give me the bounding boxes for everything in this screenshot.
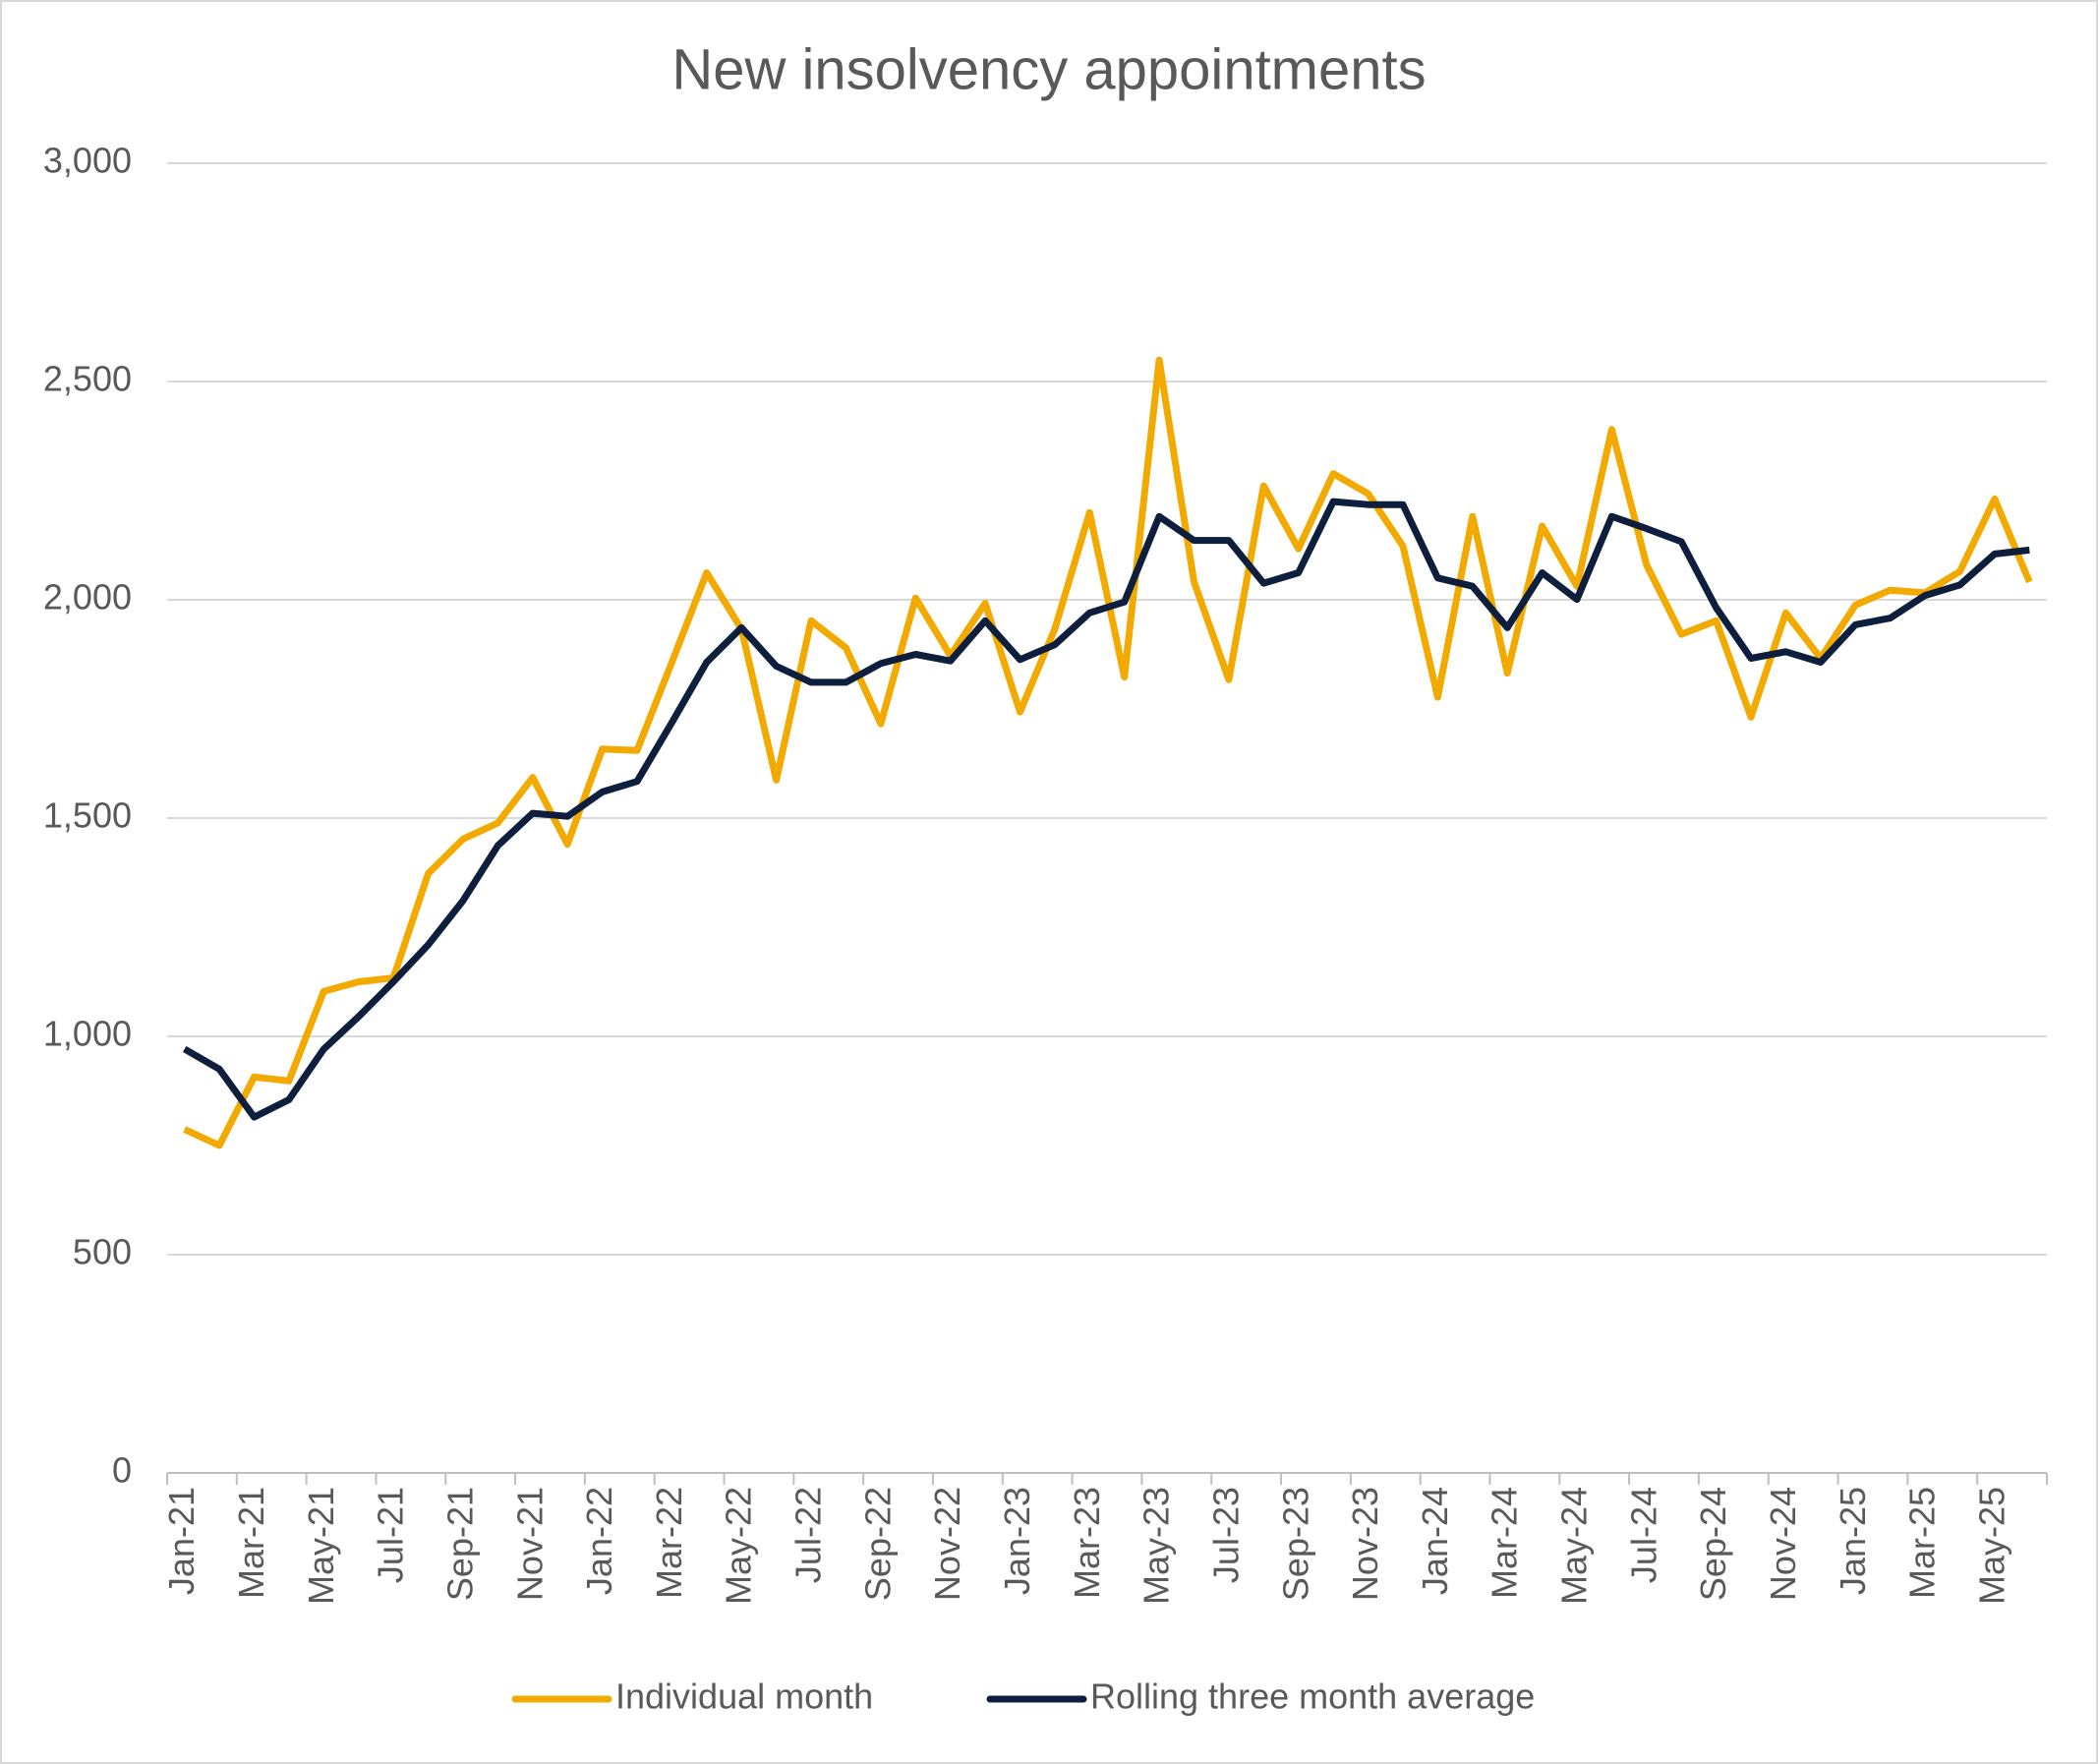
x-tick-label: Jan-21 — [161, 1487, 202, 1595]
x-tick-label: Jan-22 — [579, 1487, 619, 1595]
x-tick-label: Mar-21 — [231, 1487, 271, 1599]
x-tick-label: Nov-21 — [509, 1487, 550, 1601]
x-tick-label: May-22 — [719, 1487, 759, 1605]
x-tick-label: Nov-22 — [927, 1487, 967, 1601]
x-tick-label: May-21 — [301, 1487, 341, 1605]
x-tick-label: Mar-22 — [649, 1487, 689, 1599]
x-tick-label: Jul-21 — [371, 1487, 411, 1583]
x-tick-label: May-24 — [1554, 1487, 1595, 1605]
x-tick-label: Jan-24 — [1415, 1487, 1455, 1595]
x-tick-label: Mar-23 — [1067, 1487, 1107, 1599]
x-tick-label: Jul-24 — [1623, 1487, 1663, 1583]
y-tick-label: 2,000 — [43, 577, 132, 617]
line-series — [183, 356, 2033, 1149]
x-tick-label: Sep-22 — [857, 1487, 898, 1601]
y-tick-label: 1,000 — [43, 1014, 132, 1054]
y-tick-label: 3,000 — [43, 141, 132, 181]
y-tick-label: 0 — [112, 1450, 132, 1491]
x-tick-label: Jul-22 — [788, 1487, 829, 1583]
x-tick-label: Jul-23 — [1205, 1487, 1246, 1583]
x-tick-label: Jan-23 — [997, 1487, 1037, 1595]
x-tick-label: Sep-24 — [1693, 1487, 1733, 1601]
legend-label: Rolling three month average — [1090, 1676, 1535, 1717]
y-tick-label: 1,500 — [43, 795, 132, 836]
legend-label: Individual month — [615, 1676, 873, 1717]
y-tick-label: 2,500 — [43, 359, 132, 399]
x-tick-label: Nov-24 — [1763, 1487, 1803, 1601]
x-tick-label: Nov-23 — [1345, 1487, 1385, 1601]
x-tick-label: Mar-25 — [1902, 1487, 1943, 1599]
x-tick-label: Sep-23 — [1275, 1487, 1315, 1601]
x-tick-label: May-25 — [1971, 1487, 2011, 1605]
chart-title: New insolvency appointments — [671, 37, 1426, 101]
line-series — [182, 498, 2030, 1121]
x-tick-label: Mar-24 — [1485, 1487, 1525, 1599]
x-tick-label: Jan-25 — [1833, 1487, 1873, 1595]
y-tick-label: 500 — [73, 1232, 132, 1272]
x-tick-label: Sep-21 — [439, 1487, 480, 1601]
x-tick-label: May-23 — [1136, 1487, 1177, 1605]
